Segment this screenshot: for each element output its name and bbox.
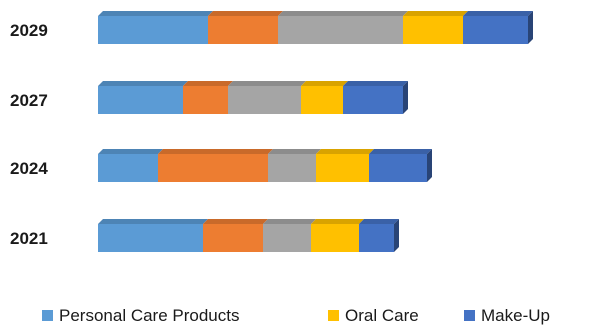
- legend-label: Oral Care: [345, 306, 419, 325]
- bar-segment-2024-s4: [316, 149, 374, 182]
- bar-segment-2024-s3: [268, 149, 321, 182]
- bar-segment-2021-s5: [359, 219, 399, 252]
- bar-side-2024: [427, 149, 432, 182]
- legend-swatch: [464, 310, 475, 321]
- category-labels: 2029 2027 2024 2021: [10, 21, 48, 248]
- legend-item-1: Personal Care Products: [42, 306, 239, 325]
- bar-side-2029: [528, 11, 533, 44]
- category-label-2021: 2021: [10, 229, 48, 248]
- bar-segment-2027-s3: [228, 81, 306, 114]
- bar-segment-2021-s4: [311, 219, 364, 252]
- bar-segment-2027-s2: [183, 81, 233, 114]
- bar-segment-2024-s5: [369, 149, 432, 182]
- legend-label: Make-Up: [481, 306, 550, 325]
- bar-segment-2029-s5: [463, 11, 533, 44]
- bars-group: [98, 11, 533, 252]
- bar-segment-2024-s1: [98, 149, 163, 182]
- bar-segment-2027-s1: [98, 81, 188, 114]
- legend-label: Personal Care Products: [59, 306, 239, 325]
- bar-segment-2029-s4: [403, 11, 468, 44]
- bar-segment-2029-s3: [278, 11, 408, 44]
- legend: Personal Care Products Oral Care Make-Up: [42, 306, 550, 325]
- bar-segment-2021-s2: [203, 219, 268, 252]
- bar-side-2021: [394, 219, 399, 252]
- legend-item-2: Oral Care: [328, 306, 419, 325]
- bar-side-2027: [403, 81, 408, 114]
- bar-segment-2021-s3: [263, 219, 316, 252]
- category-label-2029: 2029: [10, 21, 48, 40]
- bar-segment-2027-s5: [343, 81, 408, 114]
- category-label-2027: 2027: [10, 91, 48, 110]
- legend-swatch: [42, 310, 53, 321]
- bar-segment-2027-s4: [301, 81, 348, 114]
- bar-segment-2021-s1: [98, 219, 208, 252]
- category-label-2024: 2024: [10, 159, 48, 178]
- bar-segment-2024-s2: [158, 149, 273, 182]
- bar-segment-2029-s1: [98, 11, 213, 44]
- legend-swatch: [328, 310, 339, 321]
- bar-segment-2029-s2: [208, 11, 283, 44]
- legend-item-3: Make-Up: [464, 306, 550, 325]
